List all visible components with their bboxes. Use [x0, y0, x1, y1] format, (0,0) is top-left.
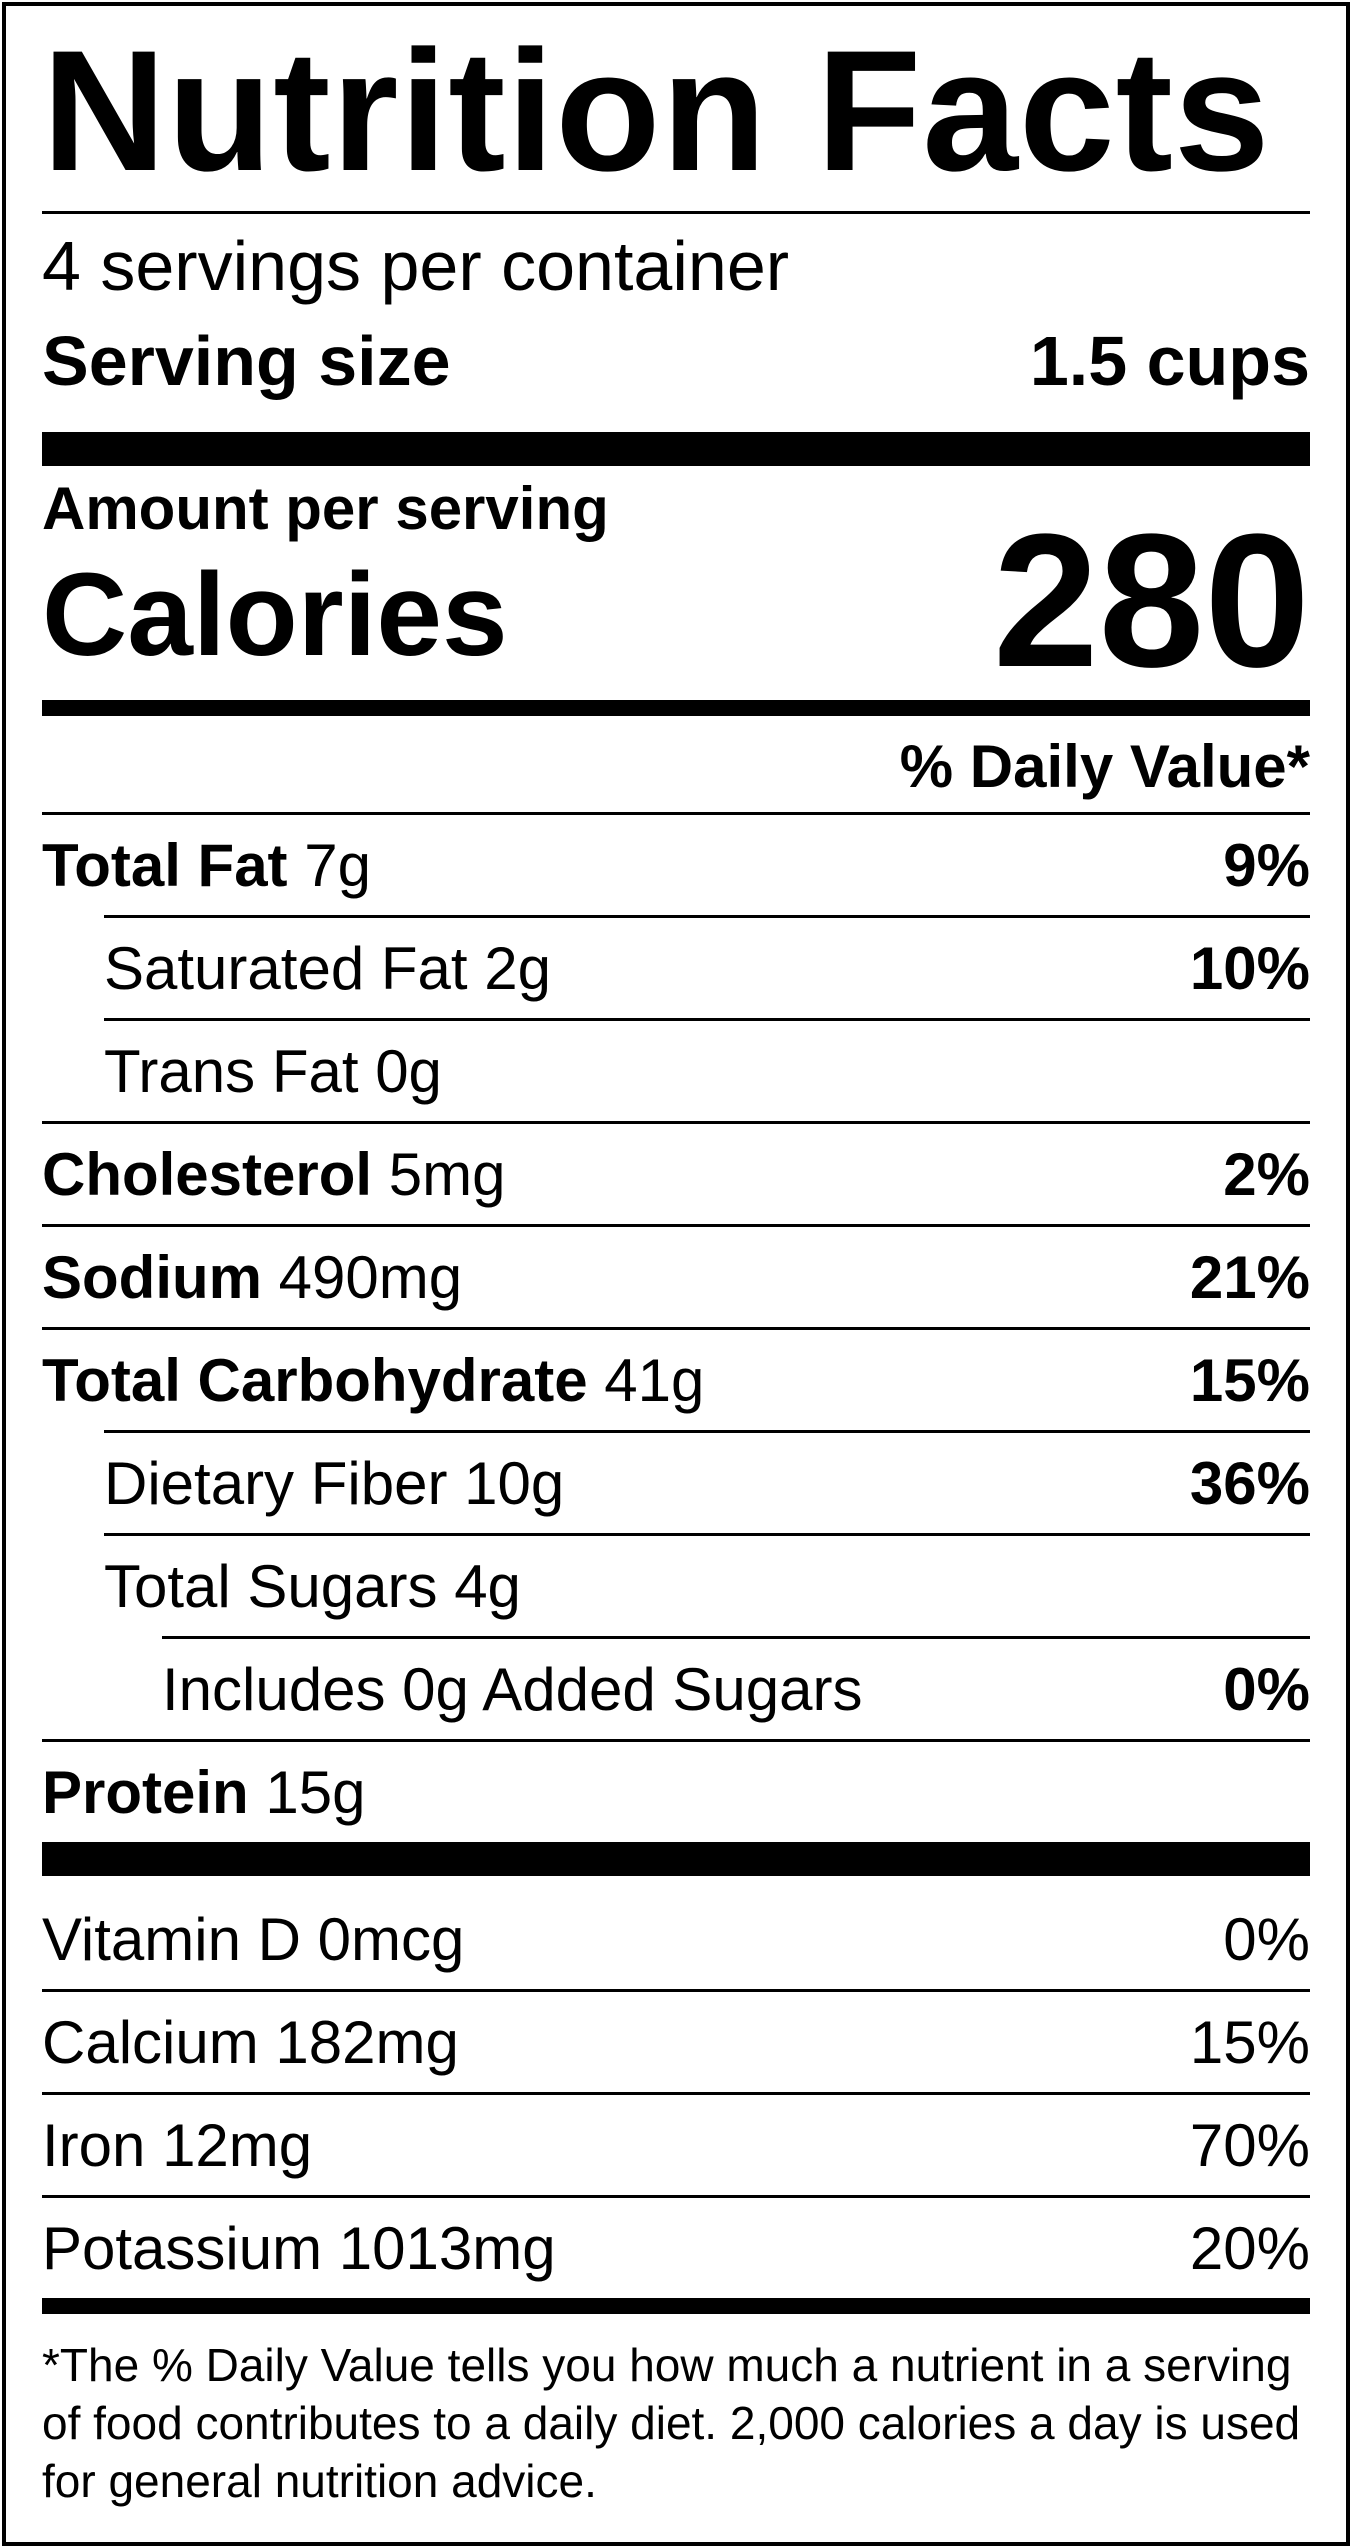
row-divider [42, 1739, 1310, 1742]
row-divider [42, 2092, 1310, 2095]
row-divider [42, 1224, 1310, 1227]
row-divider [104, 1533, 1310, 1536]
nutrient-label: Saturated Fat [104, 934, 468, 1002]
nutrient-row: Total Fat 7g 9% [42, 815, 1310, 915]
nutrient-row: Sodium 490mg 21% [42, 1227, 1310, 1327]
nutrient-name: Sodium 490mg [42, 1243, 462, 1312]
nutrient-name: Trans Fat 0g [104, 1037, 442, 1106]
vitamin-label: Potassium [42, 2214, 323, 2282]
nutrient-label: Total Fat [42, 831, 288, 899]
vitamin-row: Vitamin D 0mcg 0% [42, 1889, 1310, 1989]
divider-thick [42, 432, 1310, 466]
nutrient-row: Includes 0g Added Sugars 0% [42, 1639, 1310, 1739]
vitamin-label: Vitamin D [42, 1905, 301, 1973]
vitamin-row: Potassium 1013mg 20% [42, 2198, 1310, 2298]
nutrient-label: Includes 0g Added Sugars [162, 1655, 863, 1723]
serving-size-value: 1.5 cups [1029, 322, 1310, 400]
nutrient-daily-value: 15% [1189, 1346, 1310, 1414]
nutrient-label: Total Sugars [104, 1552, 438, 1620]
label-content: Nutrition Facts 4 servings per container… [42, 6, 1310, 2542]
nutrient-label: Cholesterol [42, 1140, 373, 1208]
vitamin-label: Iron [42, 2111, 146, 2179]
row-divider [104, 1430, 1310, 1433]
nutrient-daily-value: 9% [1223, 831, 1310, 899]
vitamin-name: Vitamin D 0mcg [42, 1905, 464, 1974]
vitamin-row: Iron 12mg 70% [42, 2095, 1310, 2195]
serving-size-row: Serving size 1.5 cups [42, 316, 1310, 406]
nutrient-row: Saturated Fat 2g 10% [42, 918, 1310, 1018]
vitamin-daily-value: 0% [1223, 1905, 1310, 1973]
calories-value: 280 [992, 495, 1310, 707]
daily-value-header: % Daily Value* [899, 733, 1310, 800]
row-divider [104, 1018, 1310, 1021]
vitamin-row: Calcium 182mg 15% [42, 1992, 1310, 2092]
divider-thick-vitamins [42, 1842, 1310, 1876]
nutrient-amount: 5mg [388, 1140, 506, 1208]
nutrient-label: Sodium [42, 1243, 262, 1311]
nutrient-amount: 2g [484, 934, 551, 1002]
row-divider [104, 915, 1310, 918]
nutrient-row: Trans Fat 0g [42, 1021, 1310, 1121]
nutrient-amount: 15g [265, 1758, 366, 1826]
divider-thin [42, 211, 1310, 214]
vitamin-amount: 1013mg [338, 2214, 556, 2282]
vitamin-daily-value: 70% [1189, 2111, 1310, 2179]
label-title: Nutrition Facts [42, 15, 1271, 207]
divider-medium [42, 700, 1310, 716]
footnote: *The % Daily Value tells you how much a … [42, 2339, 1301, 2507]
divider-medium-footer [42, 2298, 1310, 2314]
row-divider [42, 2195, 1310, 2198]
vitamin-daily-value: 20% [1189, 2214, 1310, 2282]
row-divider [42, 1121, 1310, 1124]
nutrient-row: Dietary Fiber 10g 36% [42, 1433, 1310, 1533]
row-divider [42, 1989, 1310, 1992]
vitamin-amount: 0mcg [317, 1905, 465, 1973]
nutrient-label: Trans Fat [104, 1037, 359, 1105]
amount-per-serving: Amount per serving [42, 475, 609, 542]
nutrient-amount: 0g [375, 1037, 442, 1105]
vitamin-name: Iron 12mg [42, 2111, 312, 2180]
nutrient-amount: 4g [454, 1552, 521, 1620]
serving-size-label: Serving size [42, 322, 451, 400]
nutrient-daily-value: 10% [1189, 934, 1310, 1002]
nutrient-name: Total Sugars 4g [104, 1552, 521, 1621]
calories-label: Calories [42, 549, 508, 681]
nutrient-name: Total Fat 7g [42, 831, 371, 900]
vitamin-name: Calcium 182mg [42, 2008, 459, 2077]
row-divider [42, 812, 1310, 815]
nutrient-daily-value: 2% [1223, 1140, 1310, 1208]
nutrient-name: Dietary Fiber 10g [104, 1449, 564, 1518]
nutrient-label: Dietary Fiber [104, 1449, 448, 1517]
nutrient-row: Protein 15g [42, 1742, 1310, 1842]
vitamin-name: Potassium 1013mg [42, 2214, 556, 2283]
nutrient-amount: 10g [464, 1449, 565, 1517]
nutrient-daily-value: 21% [1189, 1243, 1310, 1311]
nutrient-name: Includes 0g Added Sugars [162, 1655, 863, 1724]
nutrient-name: Total Carbohydrate 41g [42, 1346, 704, 1415]
calories-row: Calories 280 [42, 506, 1310, 696]
nutrient-amount: 7g [304, 831, 371, 899]
vitamin-amount: 182mg [275, 2008, 459, 2076]
nutrient-daily-value: 0% [1223, 1655, 1310, 1723]
nutrient-label: Total Carbohydrate [42, 1346, 588, 1414]
vitamin-label: Calcium [42, 2008, 259, 2076]
nutrient-name: Cholesterol 5mg [42, 1140, 505, 1209]
nutrient-amount: 490mg [278, 1243, 463, 1311]
nutrient-amount: 41g [604, 1346, 705, 1414]
nutrient-row: Total Sugars 4g [42, 1536, 1310, 1636]
row-divider [42, 1327, 1310, 1330]
nutrient-name: Protein 15g [42, 1758, 365, 1827]
vitamin-amount: 12mg [162, 2111, 313, 2179]
nutrient-daily-value: 36% [1189, 1449, 1310, 1517]
row-divider [162, 1636, 1310, 1639]
nutrient-row: Total Carbohydrate 41g 15% [42, 1330, 1310, 1430]
nutrient-label: Protein [42, 1758, 249, 1826]
nutrient-row: Cholesterol 5mg 2% [42, 1124, 1310, 1224]
servings-per-container: 4 servings per container [42, 227, 790, 305]
vitamin-daily-value: 15% [1189, 2008, 1310, 2076]
nutrient-name: Saturated Fat 2g [104, 934, 551, 1003]
